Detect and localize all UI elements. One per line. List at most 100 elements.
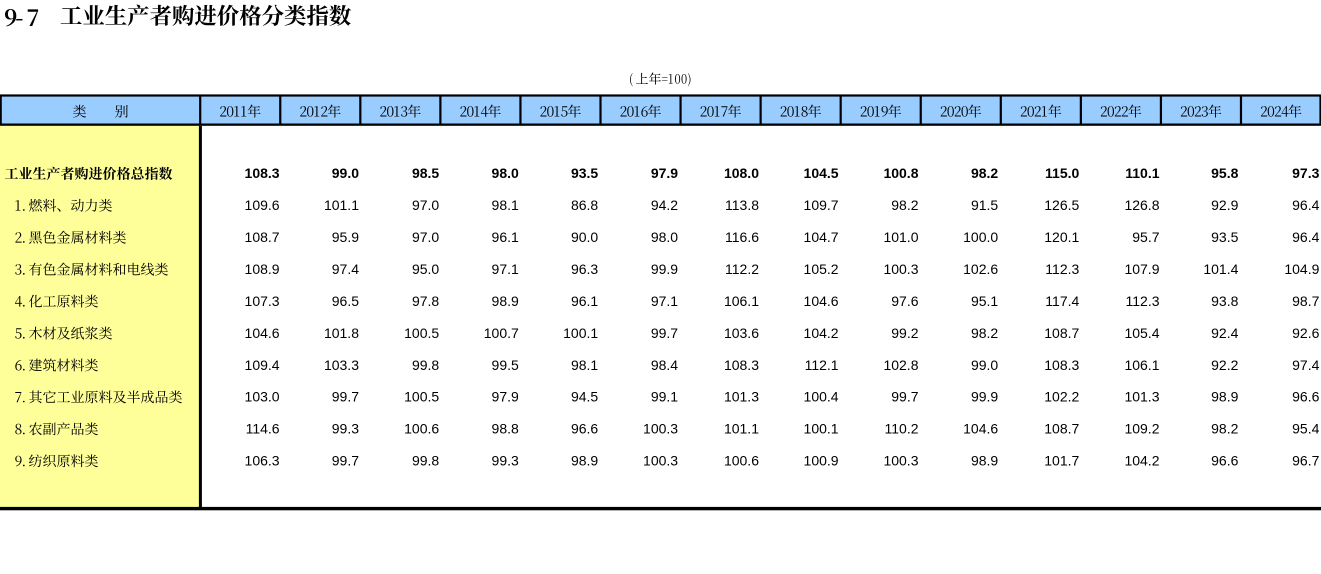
svg-text:92.6: 92.6 [1292, 325, 1319, 341]
svg-text:91.5: 91.5 [971, 197, 998, 213]
svg-text:107.9: 107.9 [1124, 261, 1159, 277]
svg-text:99.0: 99.0 [971, 357, 998, 373]
svg-text:100.1: 100.1 [804, 421, 839, 437]
svg-text:96.6: 96.6 [1292, 389, 1319, 405]
svg-text:99.1: 99.1 [651, 389, 678, 405]
svg-text:101.1: 101.1 [724, 421, 759, 437]
svg-text:107.3: 107.3 [245, 293, 280, 309]
svg-text:97.1: 97.1 [651, 293, 678, 309]
svg-text:98.7: 98.7 [1292, 293, 1319, 309]
svg-text:106.1: 106.1 [1124, 357, 1159, 373]
svg-text:101.1: 101.1 [324, 197, 359, 213]
svg-text:100.3: 100.3 [643, 421, 678, 437]
svg-text:93.5: 93.5 [1211, 229, 1238, 245]
svg-text:98.1: 98.1 [492, 197, 519, 213]
svg-text:97.9: 97.9 [492, 389, 519, 405]
svg-text:112.3: 112.3 [1045, 261, 1079, 277]
svg-text:101.3: 101.3 [724, 389, 759, 405]
svg-text:99.3: 99.3 [332, 421, 359, 437]
svg-text:99.7: 99.7 [891, 389, 918, 405]
svg-text:96.1: 96.1 [571, 293, 598, 309]
svg-text:96.4: 96.4 [1292, 229, 1319, 245]
svg-text:102.6: 102.6 [963, 261, 998, 277]
svg-text:113.8: 113.8 [725, 197, 759, 213]
svg-text:100.6: 100.6 [724, 453, 759, 469]
svg-text:108.7: 108.7 [1044, 421, 1079, 437]
svg-text:100.5: 100.5 [404, 389, 439, 405]
svg-text:108.3: 108.3 [245, 165, 280, 181]
svg-text:100.3: 100.3 [883, 261, 918, 277]
svg-text:95.4: 95.4 [1292, 421, 1319, 437]
svg-text:95.9: 95.9 [332, 229, 359, 245]
svg-text:92.9: 92.9 [1211, 197, 1238, 213]
svg-text:100.7: 100.7 [484, 325, 519, 341]
svg-text:104.6: 104.6 [963, 421, 998, 437]
svg-text:98.0: 98.0 [492, 165, 519, 181]
svg-text:99.7: 99.7 [332, 389, 359, 405]
svg-text:99.9: 99.9 [651, 261, 678, 277]
svg-text:96.6: 96.6 [1211, 453, 1238, 469]
svg-text:98.2: 98.2 [971, 165, 998, 181]
svg-text:104.5: 104.5 [804, 165, 839, 181]
svg-text:95.1: 95.1 [971, 293, 998, 309]
svg-text:90.0: 90.0 [571, 229, 598, 245]
svg-text:110.2: 110.2 [885, 421, 919, 437]
svg-text:108.9: 108.9 [245, 261, 280, 277]
svg-text:108.0: 108.0 [724, 165, 759, 181]
svg-text:93.8: 93.8 [1211, 293, 1238, 309]
svg-text:102.8: 102.8 [883, 357, 918, 373]
svg-text:100.0: 100.0 [963, 229, 998, 245]
svg-text:126.5: 126.5 [1044, 197, 1079, 213]
svg-text:97.1: 97.1 [492, 261, 519, 277]
svg-text:108.3: 108.3 [1044, 357, 1079, 373]
svg-text:99.7: 99.7 [332, 453, 359, 469]
svg-text:126.8: 126.8 [1124, 197, 1159, 213]
svg-text:108.3: 108.3 [724, 357, 759, 373]
svg-text:120.1: 120.1 [1044, 229, 1079, 245]
svg-text:99.2: 99.2 [891, 325, 918, 341]
svg-text:98.9: 98.9 [1211, 389, 1238, 405]
svg-text:98.1: 98.1 [571, 357, 598, 373]
svg-text:104.6: 104.6 [804, 293, 839, 309]
svg-text:100.4: 100.4 [804, 389, 839, 405]
svg-text:97.0: 97.0 [412, 197, 439, 213]
svg-text:114.6: 114.6 [246, 421, 280, 437]
svg-text:95.0: 95.0 [412, 261, 439, 277]
svg-text:100.8: 100.8 [883, 165, 918, 181]
svg-text:104.2: 104.2 [804, 325, 839, 341]
svg-text:99.8: 99.8 [412, 357, 439, 373]
svg-text:97.0: 97.0 [412, 229, 439, 245]
svg-text:98.9: 98.9 [571, 453, 598, 469]
svg-text:92.2: 92.2 [1211, 357, 1238, 373]
svg-text:101.4: 101.4 [1203, 261, 1238, 277]
svg-text:98.5: 98.5 [412, 165, 439, 181]
svg-text:93.5: 93.5 [571, 165, 598, 181]
svg-text:95.7: 95.7 [1132, 229, 1159, 245]
svg-text:98.0: 98.0 [651, 229, 678, 245]
svg-text:96.7: 96.7 [1292, 453, 1319, 469]
svg-text:100.5: 100.5 [404, 325, 439, 341]
svg-text:99.7: 99.7 [651, 325, 678, 341]
svg-text:95.8: 95.8 [1211, 165, 1238, 181]
svg-text:86.8: 86.8 [571, 197, 598, 213]
svg-text:115.0: 115.0 [1045, 165, 1079, 181]
svg-text:110.1: 110.1 [1125, 165, 1159, 181]
svg-text:99.0: 99.0 [332, 165, 359, 181]
svg-text:104.7: 104.7 [804, 229, 839, 245]
svg-text:96.5: 96.5 [332, 293, 359, 309]
svg-text:105.2: 105.2 [804, 261, 839, 277]
svg-text:117.4: 117.4 [1045, 293, 1079, 309]
svg-text:103.0: 103.0 [245, 389, 280, 405]
svg-text:98.8: 98.8 [492, 421, 519, 437]
svg-text:94.2: 94.2 [651, 197, 678, 213]
svg-text:102.2: 102.2 [1044, 389, 1079, 405]
svg-text:109.2: 109.2 [1124, 421, 1159, 437]
svg-text:100.3: 100.3 [643, 453, 678, 469]
svg-text:109.7: 109.7 [804, 197, 839, 213]
svg-text:112.1: 112.1 [805, 357, 839, 373]
svg-text:100.6: 100.6 [404, 421, 439, 437]
svg-text:101.7: 101.7 [1044, 453, 1079, 469]
svg-text:99.3: 99.3 [492, 453, 519, 469]
svg-text:105.4: 105.4 [1124, 325, 1159, 341]
svg-text:104.9: 104.9 [1284, 261, 1319, 277]
